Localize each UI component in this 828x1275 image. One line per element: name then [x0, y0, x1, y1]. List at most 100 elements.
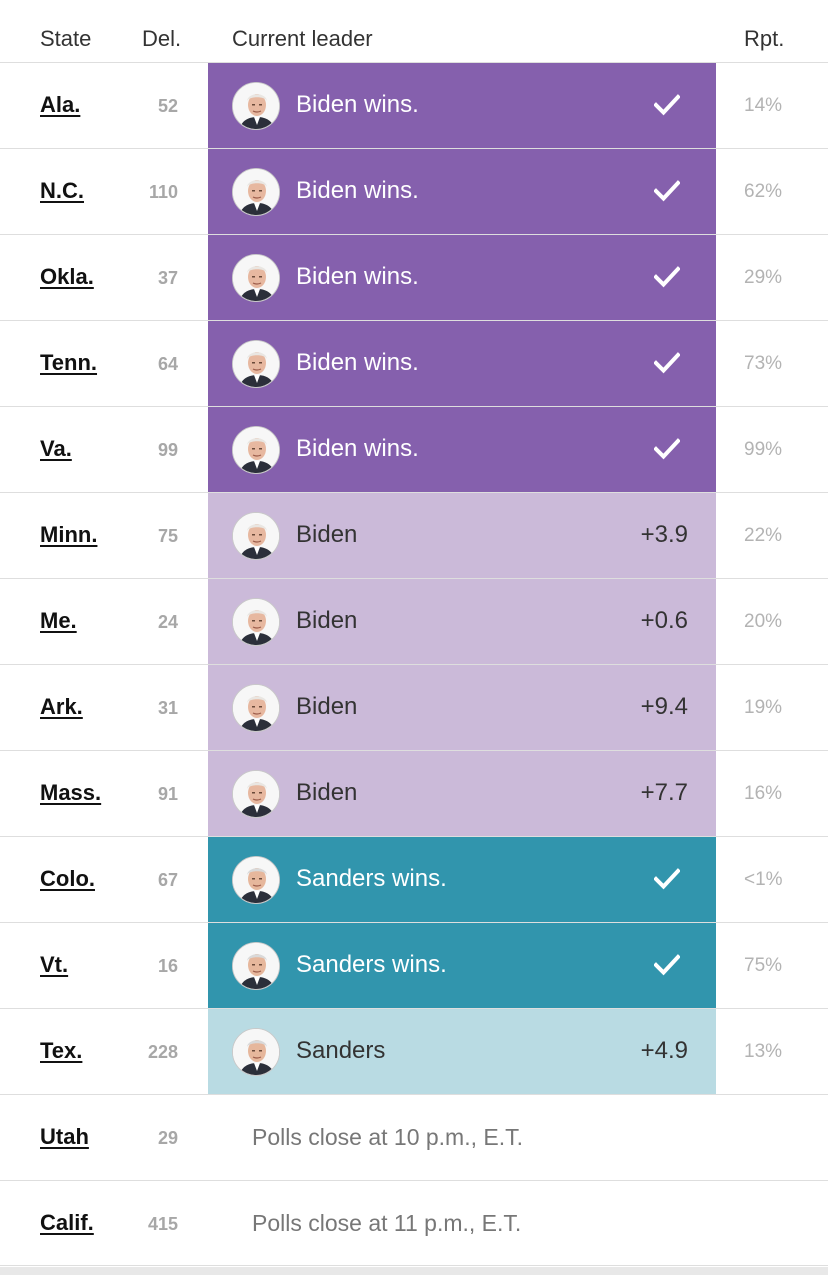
leader-name: Biden wins.	[296, 435, 419, 462]
results-table: Ala. 52 Biden wins. 14% N.C. 110 Biden wins…	[0, 62, 828, 1266]
state-link[interactable]: Colo.	[40, 866, 95, 891]
table-row: Ala. 52 Biden wins. 14%	[0, 62, 828, 148]
delegate-count: 75	[157, 526, 178, 546]
leader-cell: Biden +9.4	[208, 665, 716, 750]
table-row: Va. 99 Biden wins. 99%	[0, 406, 828, 492]
state-link[interactable]: Tenn.	[40, 350, 98, 375]
biden-avatar	[232, 512, 280, 560]
polls-close-note: Polls close at 11 p.m., E.T.	[252, 1210, 522, 1236]
table-row: Tex. 228 Sanders +4.9 13%	[0, 1008, 828, 1094]
state-link[interactable]: Tex.	[40, 1038, 83, 1063]
header-current-leader: Current leader	[232, 26, 373, 51]
table-row: Calif. 415 Polls close at 11 p.m., E.T.	[0, 1180, 828, 1266]
state-link[interactable]: Me.	[40, 608, 77, 633]
bottom-divider	[0, 1267, 828, 1275]
biden-avatar	[232, 254, 280, 302]
leader-name: Sanders wins.	[296, 865, 447, 892]
leader-name: Biden wins.	[296, 263, 419, 290]
leader-margin: +4.9	[640, 1037, 688, 1064]
biden-avatar	[232, 426, 280, 474]
checkmark-icon	[653, 438, 681, 460]
leader-name: Biden	[296, 607, 358, 634]
state-link[interactable]: Mass.	[40, 780, 102, 805]
state-link[interactable]: Ark.	[40, 694, 83, 719]
leader-cell: Biden wins.	[208, 63, 716, 148]
table-row: Utah 29 Polls close at 10 p.m., E.T.	[0, 1094, 828, 1180]
biden-avatar	[232, 684, 280, 732]
delegate-count: 16	[157, 956, 178, 976]
delegate-count: 99	[157, 440, 178, 460]
leader-cell: Biden +7.7	[208, 751, 716, 836]
leader-name: Biden	[296, 693, 358, 720]
leader-cell: Biden +3.9	[208, 493, 716, 578]
reporting-percent: <1%	[744, 869, 783, 890]
sanders-avatar	[232, 856, 280, 904]
table-row: Ark. 31 Biden +9.4 19%	[0, 664, 828, 750]
checkmark-icon	[653, 868, 681, 890]
leader-cell: Biden wins.	[208, 407, 716, 492]
leader-cell: Biden wins.	[208, 149, 716, 234]
checkmark-icon	[653, 94, 681, 116]
checkmark-icon	[653, 266, 681, 288]
leader-cell: Polls close at 11 p.m., E.T.	[208, 1181, 716, 1266]
leader-cell: Biden wins.	[208, 235, 716, 320]
checkmark-icon	[653, 352, 681, 374]
reporting-percent: 22%	[744, 525, 783, 546]
delegate-count: 37	[157, 268, 178, 288]
table-row: Colo. 67 Sanders wins. <1%	[0, 836, 828, 922]
state-link[interactable]: Okla.	[40, 264, 94, 289]
reporting-percent: 14%	[744, 95, 783, 116]
leader-cell: Sanders wins.	[208, 923, 716, 1008]
leader-margin: +0.6	[640, 607, 688, 634]
reporting-percent: 29%	[744, 267, 783, 288]
table-row: Okla. 37 Biden wins. 29%	[0, 234, 828, 320]
biden-avatar	[232, 340, 280, 388]
reporting-percent: 20%	[744, 611, 783, 632]
delegate-count: 24	[157, 612, 178, 632]
delegate-count: 29	[157, 1128, 178, 1148]
table-row: Me. 24 Biden +0.6 20%	[0, 578, 828, 664]
header-reporting: Rpt.	[744, 26, 785, 51]
leader-name: Biden	[296, 521, 358, 548]
reporting-percent: 99%	[744, 439, 783, 460]
reporting-percent: 13%	[744, 1041, 783, 1062]
reporting-percent: 16%	[744, 783, 783, 804]
header-delegates: Del.	[142, 26, 182, 51]
biden-avatar	[232, 168, 280, 216]
delegate-count: 415	[147, 1214, 178, 1234]
table-row: N.C. 110 Biden wins. 62%	[0, 148, 828, 234]
delegate-count: 110	[148, 182, 178, 202]
reporting-percent: 73%	[744, 353, 783, 374]
biden-avatar	[232, 770, 280, 818]
state-link[interactable]: Va.	[40, 436, 72, 461]
delegate-count: 228	[147, 1042, 178, 1062]
leader-cell: Biden +0.6	[208, 579, 716, 664]
leader-name: Biden wins.	[296, 177, 419, 204]
header-state: State	[40, 26, 92, 51]
leader-cell: Polls close at 10 p.m., E.T.	[208, 1095, 716, 1180]
delegate-count: 64	[157, 354, 178, 374]
state-link[interactable]: Vt.	[40, 952, 69, 977]
state-link[interactable]: Utah	[40, 1124, 89, 1149]
state-link[interactable]: Minn.	[40, 522, 98, 547]
reporting-percent: 75%	[744, 955, 783, 976]
leader-name: Biden	[296, 779, 358, 806]
leader-margin: +7.7	[640, 779, 688, 806]
table-row: Tenn. 64 Biden wins. 73%	[0, 320, 828, 406]
sanders-avatar	[232, 1028, 280, 1076]
biden-avatar	[232, 82, 280, 130]
table-header: State Del. Current leader Rpt.	[0, 0, 828, 62]
state-link[interactable]: Ala.	[40, 92, 81, 117]
state-link[interactable]: Calif.	[40, 1210, 94, 1235]
leader-cell: Biden wins.	[208, 321, 716, 406]
delegate-count: 52	[157, 96, 178, 116]
biden-avatar	[232, 598, 280, 646]
reporting-percent: 62%	[744, 181, 783, 202]
checkmark-icon	[653, 954, 681, 976]
leader-cell: Sanders wins.	[208, 837, 716, 922]
state-link[interactable]: N.C.	[40, 178, 84, 203]
sanders-avatar	[232, 942, 280, 990]
delegate-count: 67	[157, 870, 178, 890]
leader-cell: Sanders +4.9	[208, 1009, 716, 1094]
polls-close-note: Polls close at 10 p.m., E.T.	[252, 1124, 524, 1150]
